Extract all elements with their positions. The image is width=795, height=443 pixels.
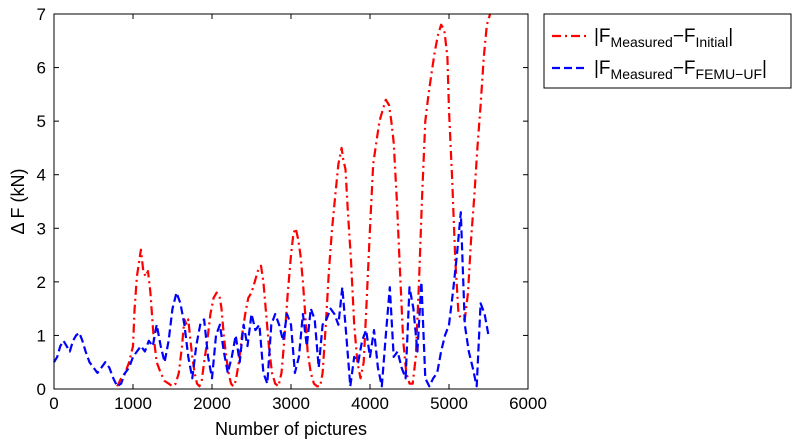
x-tick-label: 1000 — [114, 394, 152, 413]
x-tick-label: 3000 — [272, 394, 310, 413]
x-tick-label: 5000 — [430, 394, 468, 413]
x-tick-label: 2000 — [193, 394, 231, 413]
series-layer — [53, 13, 492, 388]
legend-label-prefix: |F — [594, 26, 611, 47]
legend-label-suffix: | — [728, 26, 733, 47]
legend-label-sub2: Initial — [696, 34, 729, 50]
plot-area-frame — [53, 13, 529, 390]
y-tick-label: 5 — [37, 112, 46, 131]
legend-label-sub2: FEMU−UF — [696, 66, 763, 82]
legend-label-2: |FMeasured−FFEMU−UF| — [594, 58, 767, 82]
y-tick-label: 0 — [37, 380, 46, 399]
legend-label-prefix: |F — [594, 58, 611, 79]
legend-label-mid: −F — [673, 58, 696, 79]
y-tick-label: 7 — [37, 5, 46, 24]
legend: |FMeasured−FInitial||FMeasured−FFEMU−UF| — [543, 13, 792, 89]
x-tick-label: 6000 — [509, 394, 547, 413]
series-line-2 — [53, 211, 490, 388]
legend-label-mid: −F — [673, 26, 696, 47]
axis-ticks: 0 1000 2000 3000 4000 5000 6000 0 1 2 3 4 5 6 7 — [37, 5, 547, 413]
y-tick-label: 4 — [37, 166, 46, 185]
y-tick-label: 2 — [37, 273, 46, 292]
legend-label-sub1: Measured — [611, 66, 673, 82]
legend-label-suffix: | — [762, 58, 767, 79]
legend-label-sub1: Measured — [611, 34, 673, 50]
x-tick-label: 0 — [49, 394, 58, 413]
y-axis-label: Δ F (kN) — [8, 168, 28, 234]
y-tick-label: 3 — [37, 219, 46, 238]
y-tick-label: 1 — [37, 326, 46, 345]
x-axis-label: Number of pictures — [215, 419, 367, 439]
y-tick-label: 6 — [37, 59, 46, 78]
x-tick-label: 4000 — [351, 394, 389, 413]
legend-frame — [543, 13, 792, 89]
legend-label-1: |FMeasured−FInitial| — [594, 26, 733, 50]
series-line-1 — [116, 13, 492, 388]
